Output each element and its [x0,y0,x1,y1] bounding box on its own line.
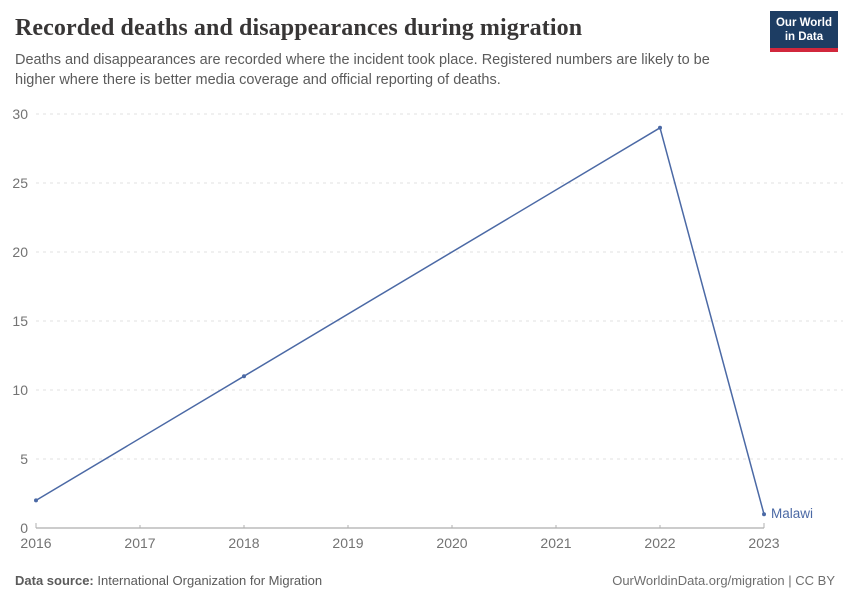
page-title: Recorded deaths and disappearances durin… [15,15,583,41]
x-tick-label: 2018 [228,535,259,551]
x-tick-label: 2019 [332,535,363,551]
data-line[interactable] [35,127,765,515]
series-end-label[interactable]: Malawi [771,506,813,521]
line-chart: 0 5 10 15 20 25 30 2016 2017 2018 2019 2020 2021 2022… [12,106,843,551]
x-tick-label: 2020 [436,535,467,551]
data-point[interactable] [762,512,766,517]
data-point[interactable] [242,374,246,379]
x-tick-label: 2021 [540,535,571,551]
y-tick-label: 5 [20,451,28,467]
logo-line-2: in Data [784,31,824,44]
y-tick-label: 15 [12,313,28,329]
chart-footer: Data source: International Organization … [15,573,835,588]
chart-subtitle: Deaths and disappearances are recorded w… [15,52,710,88]
y-tick-label: 10 [12,382,28,398]
credit-link[interactable]: OurWorldinData.org/migration | CC BY [612,573,835,588]
y-tick-label: 30 [12,106,28,122]
data-point[interactable] [34,498,38,503]
logo-line-1: Our World [775,17,832,29]
x-tick-label: 2022 [644,535,675,551]
x-tick-label: 2023 [748,535,779,551]
owid-logo: Our World in Data [769,11,838,52]
x-tick-label: 2017 [124,535,155,551]
data-point[interactable] [658,125,662,130]
data-source-value: International Organization for Migration [97,573,323,588]
y-tick-label: 20 [12,244,28,260]
y-tick-label: 0 [20,520,28,536]
data-source: Data source: International Organization … [15,573,322,588]
x-tick-label: 2016 [20,535,51,551]
y-tick-label: 25 [12,175,28,191]
chart-header: Recorded deaths and disappearances durin… [0,0,850,90]
data-source-label: Data source: [15,573,94,588]
